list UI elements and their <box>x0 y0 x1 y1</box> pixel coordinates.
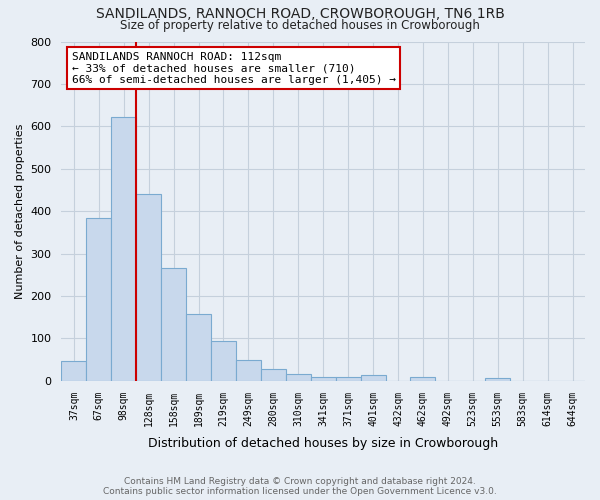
Bar <box>161 268 186 381</box>
Bar <box>485 378 510 381</box>
Bar <box>335 376 361 381</box>
Bar <box>136 194 161 381</box>
Bar <box>111 117 136 381</box>
Text: SANDILANDS, RANNOCH ROAD, CROWBOROUGH, TN6 1RB: SANDILANDS, RANNOCH ROAD, CROWBOROUGH, T… <box>95 8 505 22</box>
Bar <box>286 374 311 381</box>
Bar <box>410 376 436 381</box>
X-axis label: Distribution of detached houses by size in Crowborough: Distribution of detached houses by size … <box>148 437 498 450</box>
Text: SANDILANDS RANNOCH ROAD: 112sqm
← 33% of detached houses are smaller (710)
66% o: SANDILANDS RANNOCH ROAD: 112sqm ← 33% of… <box>72 52 396 85</box>
Bar <box>61 360 86 381</box>
Bar <box>211 340 236 381</box>
Text: Size of property relative to detached houses in Crowborough: Size of property relative to detached ho… <box>120 18 480 32</box>
Bar <box>261 369 286 381</box>
Text: Contains HM Land Registry data © Crown copyright and database right 2024.
Contai: Contains HM Land Registry data © Crown c… <box>103 476 497 496</box>
Bar <box>236 360 261 381</box>
Y-axis label: Number of detached properties: Number of detached properties <box>15 124 25 299</box>
Bar <box>361 375 386 381</box>
Bar <box>311 376 335 381</box>
Bar <box>86 218 111 381</box>
Bar <box>186 314 211 381</box>
